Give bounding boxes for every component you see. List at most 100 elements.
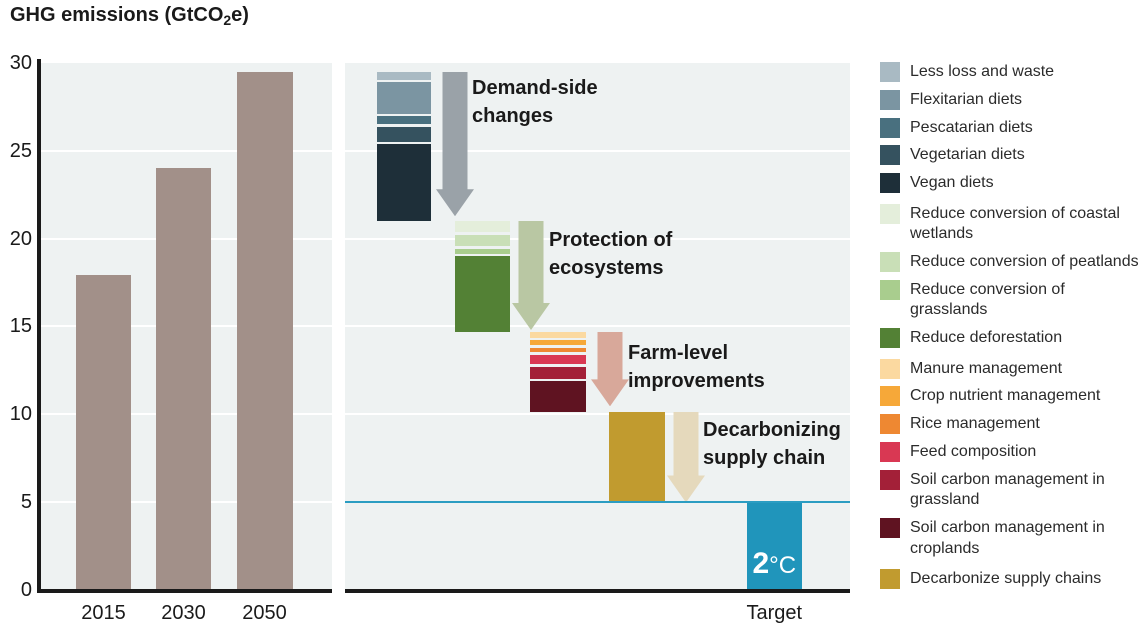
legend-item-label: Decarbonize supply chains [910,570,1102,588]
y-tick-label: 10 [9,403,32,426]
legend-item-label: Reduce conversion of peatlands [910,252,1139,270]
legend-swatch-icon [880,62,900,82]
legend-group-4: Decarbonize supply chains [880,569,1142,590]
down-arrow-icon-4 [666,412,705,503]
step-label-3: Farm-level improvements [628,342,765,392]
legend-item-label: Manure management [910,359,1063,377]
legend-item: Rice management [880,414,1142,435]
legend-item: Soil carbon management in grassland [880,469,1142,511]
x-axis-right [345,588,850,593]
legend-swatch-icon [880,518,900,539]
legend-swatch-icon [880,569,900,590]
x-tick-label-2050: 2050 [242,602,287,624]
y-tick-label: 20 [9,227,32,250]
target-degrees-unit: °C [769,551,797,579]
segment-less-loss-and-waste [377,71,431,80]
legend-item: Vegan diets [880,173,1142,194]
legend-item: Soil carbon management in croplands [880,518,1142,559]
legend-item-label: Pescatarian diets [910,118,1033,136]
legend-item: Flexitarian diets [880,89,1142,111]
down-arrow-icon-2 [511,221,550,330]
segment-pescatarian-diets [377,116,431,125]
legend-item: Decarbonize supply chains [880,569,1142,590]
legend-swatch-icon [880,441,900,462]
legend-group-3: Manure management Crop nutrient managemen… [880,358,1142,559]
step-label-1: Demand-side changes [472,77,598,127]
segment-reduce-conversion-of-peatlands [455,234,510,247]
legend-swatch-icon [880,173,900,194]
legend-item: Feed composition [880,441,1142,463]
legend-item-label: Soil carbon management in grassland [910,470,1105,509]
legend-item-label: Flexitarian diets [910,90,1023,108]
legend-swatch-icon [880,279,900,300]
step-label-4: Decarbonizing supply chain [703,419,841,469]
legend-item-label: Vegetarian diets [910,146,1025,164]
emissions-bar-2030 [156,168,211,589]
title-text-end: e) [231,4,249,26]
segment-reduce-deforestation [455,256,510,332]
y-tick-label: 5 [20,491,32,513]
legend-group-2: Reduce conversion of coastal wetlands Red… [880,203,1142,349]
segment-manure-management [530,331,586,338]
y-axis-line [36,59,41,593]
waterfall-stack-2 [455,221,510,332]
legend-item-label: Vegan diets [910,174,994,192]
legend-swatch-icon [880,251,900,272]
target-degrees-number: 2 [752,546,770,580]
down-arrow-icon-1 [435,71,474,216]
segment-feed-composition [530,354,586,365]
gridline [345,413,850,416]
legend-item-label: Rice management [910,415,1040,433]
title-text: GHG emissions (GtCO [10,4,224,26]
segment-vegan-diets [377,144,431,222]
legend-swatch-icon [880,89,900,110]
legend-item-label: Less loss and waste [910,63,1055,80]
waterfall-stack-4 [609,412,665,502]
legend-item: Crop nutrient management [880,386,1142,407]
legend-swatch-icon [880,358,900,379]
legend-item-label: Reduce conversion of grasslands [910,280,1065,319]
legend-swatch-icon [880,328,900,349]
legend-swatch-icon [880,117,900,138]
segment-crop-nutrient-management [530,340,586,346]
target-bar: 2°C [746,502,802,589]
legend-swatch-icon [880,469,900,490]
title-subscript: 2 [223,12,232,28]
chart-title: GHG emissions (GtCO2e) [10,4,249,28]
legend-item-label: Reduce deforestation [910,329,1063,347]
step-label-2: Protection of ecosystems [549,229,673,279]
legend-item: Pescatarian diets [880,117,1142,139]
legend-swatch-icon [880,386,900,407]
legend-item-label: Feed composition [910,442,1037,460]
legend-item: Less loss and waste [880,62,1142,83]
gridline [41,149,332,152]
legend-item-label: Crop nutrient management [910,387,1101,405]
gridline [345,325,850,328]
y-tick-label: 30 [9,52,32,74]
x-tick-label-2015: 2015 [81,602,126,624]
legend-group-1: Less loss and waste Flexitarian diets Pesc… [880,62,1142,194]
legend-item: Manure management [880,358,1142,380]
emissions-bar-2015 [76,275,131,589]
legend-swatch-icon [880,414,900,435]
segment-vegetarian-diets [377,126,431,142]
segment-rice-management [530,347,586,353]
legend-item: Reduce conversion of coastal wetlands [880,203,1142,245]
x-axis-left [36,588,332,593]
legend-item: Vegetarian diets [880,145,1142,166]
x-tick-label-2030: 2030 [161,602,206,624]
segment-soil-carbon-management-in-croplands [530,381,586,413]
legend-item: Reduce conversion of peatlands [880,251,1142,273]
down-arrow-icon-3 [590,331,629,406]
target-annotation: 2°C [752,547,796,581]
target-reference-line [345,501,850,504]
segment-reduce-conversion-of-coastal-wetlands [455,221,510,233]
y-tick-label: 15 [9,315,32,338]
waterfall-stack-1 [377,71,431,222]
legend-item-label: Reduce conversion of coastal wetlands [910,204,1120,243]
waterfall-stack-3 [530,331,586,413]
emissions-bar-2050 [236,71,293,589]
gridline [345,149,850,152]
y-tick-label: 25 [9,139,32,162]
